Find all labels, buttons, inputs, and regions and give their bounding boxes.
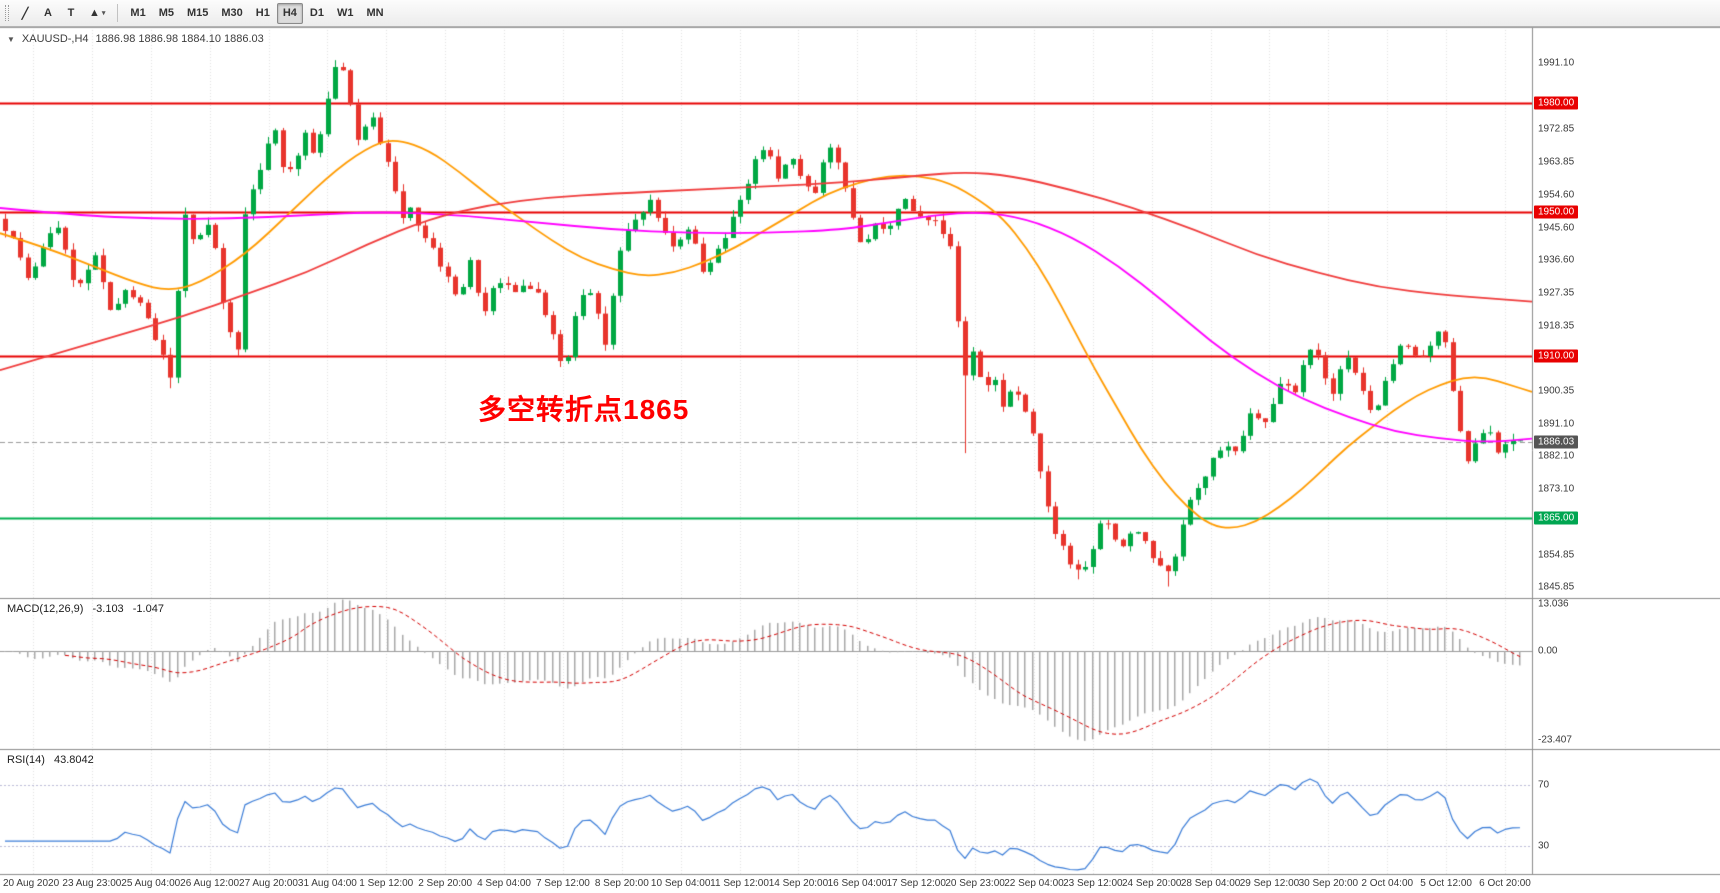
drawing-tools-group: ╱ A T ▲ ▾ (14, 3, 111, 24)
macd-name: MACD(12,26,9) (7, 603, 84, 615)
price-level-badge: 1950.00 (1534, 205, 1579, 219)
price-tick-label: 1945.60 (1538, 222, 1575, 233)
price-level-badge: 1910.00 (1534, 349, 1579, 363)
date-tick-label: 25 Aug 04:00 (121, 878, 181, 889)
macd-axis-min: -23.407 (1538, 734, 1572, 746)
timeframe-group: M1 M5 M15 M30 H1 H4 D1 W1 MN (124, 2, 389, 24)
price-tick-label: 1900.35 (1538, 385, 1575, 397)
date-tick-label: 23 Sep 12:00 (1063, 878, 1123, 889)
timeframe-button-m1[interactable]: M1 (124, 3, 151, 24)
price-tick-label: 1918.35 (1538, 320, 1575, 332)
date-tick-label: 6 Oct 20:00 (1479, 878, 1531, 889)
date-tick-label: 29 Sep 12:00 (1239, 878, 1300, 889)
rsi-axis-oversold: 30 (1538, 840, 1550, 852)
price-tick-label: 1882.10 (1538, 450, 1575, 462)
date-tick-label: 20 Aug 2020 (3, 878, 60, 889)
macd-indicator-label: MACD(12,26,9) -3.103 -1.047 (7, 603, 164, 615)
date-tick-label: 23 Aug 23:00 (62, 878, 122, 889)
timeframe-button-m15[interactable]: M15 (181, 3, 214, 24)
price-tick-label: 1845.85 (1538, 581, 1575, 593)
date-tick-label: 24 Sep 20:00 (1121, 878, 1182, 889)
date-tick-label: 16 Sep 04:00 (827, 878, 888, 889)
date-tick-label: 28 Sep 04:00 (1180, 878, 1241, 889)
toolbar-grip-handle[interactable] (5, 5, 9, 21)
symbol-title: XAUUSD-,H4 (21, 33, 89, 45)
date-tick-label: 27 Aug 20:00 (239, 878, 298, 889)
macd-main-value: -3.103 (92, 603, 124, 615)
date-tick-label: 4 Sep 04:00 (477, 878, 531, 889)
rsi-axis-overbought: 70 (1538, 779, 1550, 791)
date-tick-label: 26 Aug 12:00 (180, 878, 240, 889)
price-tick-label: 1854.85 (1538, 549, 1575, 561)
price-level-badge: 1865.00 (1534, 511, 1579, 525)
date-tick-label: 20 Sep 23:00 (945, 878, 1005, 889)
date-tick-label: 7 Sep 12:00 (535, 878, 590, 889)
timeframe-button-mn[interactable]: MN (360, 3, 389, 24)
timeframe-button-h1[interactable]: H1 (250, 3, 276, 24)
text-annotation-tool-icon[interactable]: A (37, 3, 59, 24)
date-tick-label: 2 Oct 04:00 (1361, 878, 1414, 889)
timeframe-button-m30[interactable]: M30 (215, 3, 248, 24)
date-tick-label: 8 Sep 20:00 (594, 878, 649, 889)
date-tick-label: 5 Oct 12:00 (1420, 878, 1472, 889)
symbol-dropdown-icon[interactable]: ▼ (7, 34, 15, 44)
toolbar-separator (117, 4, 119, 22)
text-tool-icon[interactable]: T (60, 3, 82, 24)
macd-axis-zero: 0.00 (1538, 645, 1558, 657)
date-tick-label: 14 Sep 20:00 (768, 878, 829, 889)
rsi-value: 43.8042 (53, 754, 94, 766)
date-tick-label: 30 Sep 20:00 (1298, 878, 1359, 889)
symbol-ohlc-values: 1886.98 1886.98 1884.10 1886.03 (95, 33, 264, 45)
main-toolbar: ╱ A T ▲ ▾ M1 M5 M15 M30 H1 H4 D1 W1 MN (0, 0, 1720, 27)
price-tick-label: 1963.85 (1538, 156, 1575, 168)
timeframe-button-w1[interactable]: W1 (331, 3, 360, 24)
shapes-tool-icon[interactable]: ▲ ▾ (83, 3, 111, 24)
date-tick-label: 22 Sep 04:00 (1004, 878, 1064, 889)
date-tick-label: 1 Sep 12:00 (359, 878, 414, 889)
trendline-tool-icon[interactable]: ╱ (14, 3, 36, 24)
date-tick-label: 11 Sep 12:00 (710, 878, 769, 889)
rsi-name: RSI(14) (7, 754, 45, 766)
chart-annotation-text[interactable]: 多空转折点1865 (478, 394, 690, 425)
price-tick-label: 1927.35 (1538, 287, 1575, 299)
macd-axis-max: 13.036 (1538, 598, 1569, 610)
timeframe-button-m5[interactable]: M5 (153, 3, 180, 24)
price-tick-label: 1954.60 (1538, 189, 1575, 201)
rsi-indicator-label: RSI(14) 43.8042 (7, 754, 94, 766)
price-tick-label: 1991.10 (1538, 57, 1575, 69)
date-tick-label: 17 Sep 12:00 (886, 878, 946, 889)
symbol-info: ▼ XAUUSD-,H4 1886.98 1886.98 1884.10 188… (7, 33, 264, 45)
price-level-badge: 1980.00 (1534, 96, 1579, 110)
timeframe-button-h4[interactable]: H4 (276, 2, 303, 24)
price-tick-label: 1972.85 (1538, 123, 1575, 135)
price-tick-label: 1873.10 (1538, 483, 1575, 495)
price-tick-label: 1936.60 (1538, 254, 1575, 266)
price-tick-label: 1891.10 (1538, 418, 1575, 430)
timeframe-button-d1[interactable]: D1 (304, 3, 330, 24)
macd-signal-value: -1.047 (132, 603, 164, 615)
price-level-badge: 1886.03 (1534, 435, 1579, 449)
date-tick-label: 31 Aug 04:00 (297, 878, 357, 889)
date-tick-label: 2 Sep 20:00 (418, 878, 473, 889)
date-tick-label: 10 Sep 04:00 (650, 878, 711, 889)
